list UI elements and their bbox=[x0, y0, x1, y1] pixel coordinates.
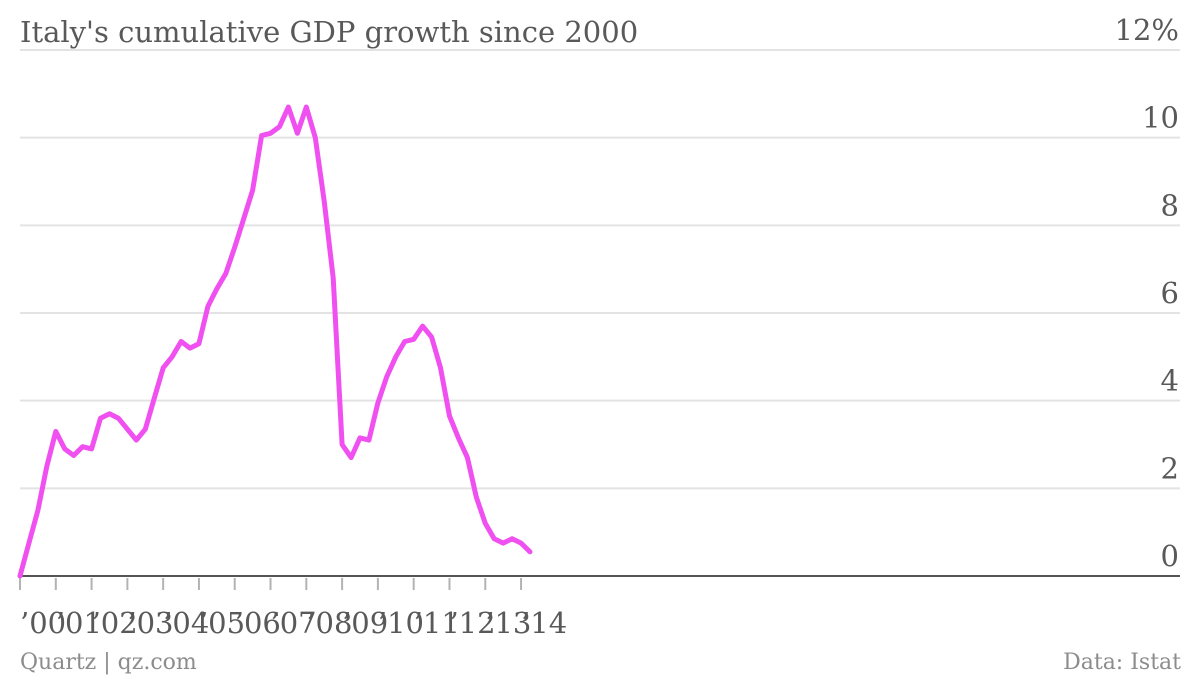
x-tick-label: ’09 bbox=[342, 606, 388, 640]
x-tick-label: ’00 bbox=[20, 606, 66, 640]
x-tick-label: ’11 bbox=[414, 606, 460, 640]
chart-title: Italy's cumulative GDP growth since 2000 bbox=[20, 15, 638, 49]
x-tick-label: ’04 bbox=[163, 606, 209, 640]
y-tick-label: 2 bbox=[1161, 451, 1179, 485]
x-tick-label: ’03 bbox=[127, 606, 173, 640]
x-tick-label: ’13 bbox=[485, 606, 531, 640]
x-tick-label: ’14 bbox=[521, 606, 567, 640]
x-tick-label: ’05 bbox=[199, 606, 245, 640]
x-tick-label: ’02 bbox=[92, 606, 138, 640]
y-tick-label: 12% bbox=[1115, 13, 1179, 47]
x-axis-tick-labels: ’00’01’02’03’04’05’06’07’08’09’10’11’12’… bbox=[20, 606, 567, 640]
x-axis bbox=[19, 575, 1180, 590]
gridlines bbox=[20, 49, 1180, 490]
x-tick-label: ’01 bbox=[56, 606, 102, 640]
gdp-growth-line bbox=[17, 104, 533, 579]
x-tick-label: ’12 bbox=[449, 606, 495, 640]
y-tick-label: 8 bbox=[1161, 188, 1179, 222]
y-tick-label: 4 bbox=[1161, 364, 1179, 398]
data-source: Data: Istat bbox=[1063, 650, 1181, 675]
x-tick-label: ’10 bbox=[378, 606, 424, 640]
series-line-group bbox=[17, 104, 533, 579]
y-tick-label: 0 bbox=[1161, 539, 1179, 573]
y-tick-label: 10 bbox=[1142, 101, 1179, 135]
x-tick-label: ’07 bbox=[271, 606, 317, 640]
y-axis-tick-labels: 0 2 4 6 8 10 12% bbox=[1115, 13, 1179, 573]
x-tick-label: ’08 bbox=[306, 606, 352, 640]
source-credit: Quartz | qz.com bbox=[20, 650, 197, 675]
y-tick-label: 6 bbox=[1161, 276, 1179, 310]
x-tick-label: ’06 bbox=[235, 606, 281, 640]
